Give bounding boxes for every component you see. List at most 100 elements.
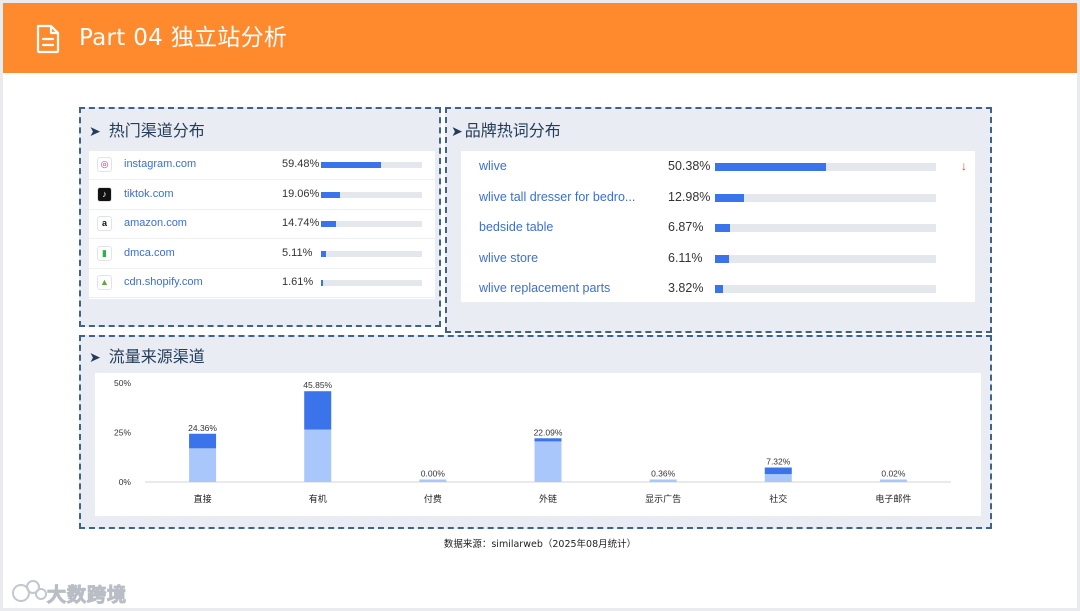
x-category-label: 有机 xyxy=(309,493,327,505)
y-tick-label: 50% xyxy=(114,378,131,388)
x-category-label: 电子邮件 xyxy=(875,493,911,505)
bar-upper-segment xyxy=(534,438,562,442)
channels-title: ➤ 热门渠道分布 xyxy=(89,121,205,140)
keyword-name[interactable]: wlive store xyxy=(479,250,539,265)
bar-data-label: 45.85% xyxy=(303,380,332,390)
keywords-card: wlive 50.38% ↓ wlive tall dresser for bedro… xyxy=(461,151,975,302)
keyword-row: wlive tall dresser for bedro... 12.98% xyxy=(461,182,975,212)
channel-bar-track xyxy=(321,280,422,286)
bar-lower-segment xyxy=(304,429,332,482)
keyword-bar-track xyxy=(715,224,936,233)
traffic-bar-chart: 50% 25% 0% 24.36% 直接 45.85% 有机 0.00% 付费 22.09% 外链 0… xyxy=(114,378,951,505)
channel-row: ▲ cdn.shopify.com 1.61% xyxy=(89,269,435,298)
bar-lower-segment xyxy=(189,448,217,482)
channel-name[interactable]: cdn.shopify.com xyxy=(124,276,203,288)
y-tick-label: 0% xyxy=(119,477,132,487)
bar-data-label: 0.36% xyxy=(651,469,676,479)
dmca-icon: ▮ xyxy=(97,245,112,261)
channel-bar-fill xyxy=(321,191,341,198)
x-category-label: 社交 xyxy=(769,493,787,505)
keywords-panel: ➤ 品牌热词分布 wlive 50.38% ↓ wlive tall dresser f… xyxy=(445,107,992,333)
page-title: Part 04 独立站分析 xyxy=(79,25,288,51)
bar-upper-segment xyxy=(304,391,332,430)
keyword-bar-track xyxy=(715,193,936,202)
watermark-text: 大数跨境 xyxy=(46,584,128,607)
channel-percent: 59.48% xyxy=(282,158,320,170)
document-icon xyxy=(36,24,60,54)
y-tick-label: 25% xyxy=(114,428,131,438)
channel-row: ▮ dmca.com 5.11% xyxy=(89,240,435,269)
channels-card: ◎ instagram.com 59.48% ♪ tiktok.com 19.06% a am… xyxy=(89,151,435,299)
keyword-row: bedside table 6.87% xyxy=(461,212,975,242)
keyword-name[interactable]: wlive tall dresser for bedro... xyxy=(479,189,636,204)
keyword-percent: 12.98% xyxy=(668,189,711,204)
channel-bar-fill xyxy=(321,280,323,286)
shopify-icon: ▲ xyxy=(97,275,112,290)
channel-percent: 19.06% xyxy=(282,187,320,200)
keyword-bar-track xyxy=(715,285,936,294)
channel-percent: 1.61% xyxy=(282,276,314,288)
bar-data-label: 0.00% xyxy=(421,469,446,479)
chevron-right-icon: ➤ xyxy=(451,124,463,140)
watermark-logo-icon xyxy=(12,580,47,602)
header-bar: Part 04 独立站分析 xyxy=(3,3,1077,73)
keyword-percent: 50.38% xyxy=(668,159,711,173)
bar-data-label: 24.36% xyxy=(188,423,217,433)
x-category-label: 付费 xyxy=(424,493,442,505)
bar-data-label: 22.09% xyxy=(534,427,563,437)
tiktok-icon: ♪ xyxy=(97,186,112,202)
keyword-name[interactable]: bedside table xyxy=(479,220,554,235)
channel-row: a amazon.com 14.74% xyxy=(89,210,435,239)
keyword-name[interactable]: wlive replacement parts xyxy=(479,281,611,296)
keyword-name[interactable]: wlive xyxy=(479,159,507,173)
keyword-bar-fill xyxy=(715,285,724,294)
channel-name[interactable]: amazon.com xyxy=(124,217,187,229)
channel-bar-fill xyxy=(321,162,382,168)
keyword-bar-fill xyxy=(715,193,744,202)
x-category-label: 直接 xyxy=(194,493,212,505)
channel-row: ♪ tiktok.com 19.06% xyxy=(89,181,435,210)
amazon-icon: a xyxy=(97,216,112,231)
bar-data-label: 0.02% xyxy=(881,469,906,479)
channel-bar-track xyxy=(321,250,422,257)
bar-upper-segment xyxy=(764,467,792,475)
chevron-right-icon: ➤ xyxy=(89,350,101,366)
keyword-percent: 3.82% xyxy=(668,281,704,296)
keyword-bar-track xyxy=(715,163,936,171)
chevron-right-icon: ➤ xyxy=(89,124,101,140)
channel-bar-track xyxy=(321,221,422,227)
keyword-row: wlive store 6.11% xyxy=(461,243,975,273)
keyword-row: wlive replacement parts 3.82% xyxy=(461,273,975,303)
traffic-chart-card: 50% 25% 0% 24.36% 直接 45.85% 有机 0.00% 付费 22.09% 外链 0… xyxy=(95,373,981,516)
keyword-bar-track xyxy=(715,254,936,263)
keyword-percent: 6.87% xyxy=(668,220,704,235)
keywords-title: ➤ 品牌热词分布 xyxy=(451,121,561,140)
keyword-row: wlive 50.38% ↓ xyxy=(461,151,975,181)
channel-row: ◎ instagram.com 59.48% xyxy=(89,151,435,180)
channel-name[interactable]: tiktok.com xyxy=(124,187,174,200)
channel-name[interactable]: instagram.com xyxy=(124,158,197,170)
bar-lower-segment xyxy=(534,441,562,482)
channel-bar-fill xyxy=(321,221,336,227)
keyword-bar-fill xyxy=(715,224,731,233)
channel-percent: 5.11% xyxy=(282,246,313,259)
bar-upper-segment xyxy=(189,433,217,449)
channel-name[interactable]: dmca.com xyxy=(124,246,175,259)
channel-bar-fill xyxy=(321,250,327,257)
channels-panel: ➤ 热门渠道分布 ◎ instagram.com 59.48% ♪ tiktok.com 1… xyxy=(79,107,441,327)
trend-down-icon: ↓ xyxy=(961,159,967,173)
bar-lower-segment xyxy=(879,479,907,482)
keyword-bar-fill xyxy=(715,163,827,171)
traffic-title: ➤ 流量来源渠道 xyxy=(89,347,205,366)
data-source-note: 数据来源：similarweb（2025年08月统计） xyxy=(443,539,637,550)
channel-percent: 14.74% xyxy=(282,217,320,229)
instagram-icon: ◎ xyxy=(97,157,112,172)
channel-bar-track xyxy=(321,191,422,198)
bar-lower-segment xyxy=(764,474,792,482)
x-category-label: 显示广告 xyxy=(645,493,681,505)
slide: Part 04 独立站分析 ➤ 热门渠道分布 ◎ instagram.com 59.4… xyxy=(3,3,1077,608)
bar-lower-segment xyxy=(419,479,447,482)
x-category-label: 外链 xyxy=(539,493,557,505)
bar-lower-segment xyxy=(649,479,677,482)
traffic-panel: ➤ 流量来源渠道 50% 25% 0% 24.36% 直接 45.85% 有机 0.00% 付费 2… xyxy=(79,335,992,529)
